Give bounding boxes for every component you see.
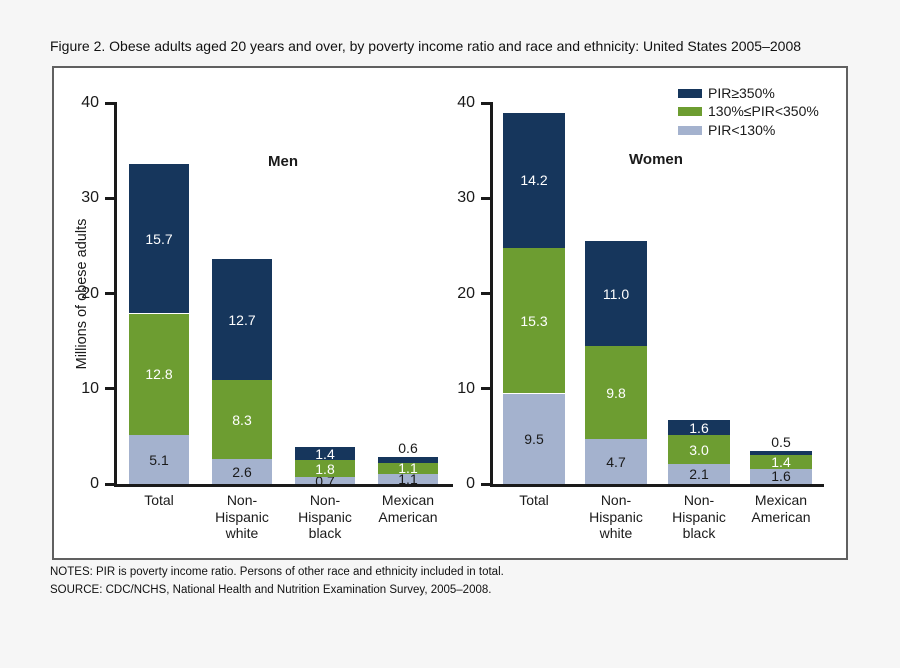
bar-segment [503, 247, 565, 394]
bar-value-label: 15.7 [145, 230, 173, 247]
y-axis-tick [481, 196, 490, 200]
category-label: Non- Hispanic black [672, 492, 726, 541]
bar-value-label: 12.7 [228, 311, 256, 328]
y-axis-title: Millions of obese adults [74, 218, 90, 369]
bar-value-label: 1.1 [398, 470, 418, 487]
y-tick-label: 40 [457, 94, 475, 111]
category-label: Mexican American [751, 492, 811, 525]
y-tick-label: 0 [466, 475, 475, 492]
y-axis-tick [105, 387, 114, 391]
bar-segment [295, 477, 355, 484]
bar-segment [378, 463, 438, 474]
bar-segment [129, 313, 189, 436]
y-tick-label: 20 [81, 284, 99, 302]
bar-value-label: 2.6 [232, 463, 252, 480]
category-label: Total [144, 492, 174, 508]
bar-segment [295, 446, 355, 461]
notes-line: NOTES: PIR is poverty income ratio. Pers… [50, 566, 504, 578]
y-axis-tick [105, 101, 114, 105]
bar-segment [750, 450, 812, 456]
bar-value-label: 11.0 [602, 285, 630, 302]
bar-value-label: 2.1 [689, 465, 709, 482]
bar-value-label: 4.7 [606, 453, 626, 470]
legend-label: PIR≥350% [708, 84, 775, 101]
y-tick-label: 30 [81, 189, 99, 207]
y-tick-label: 0 [90, 475, 99, 492]
bar-segment [378, 473, 438, 484]
category-label: Non- Hispanic white [589, 492, 643, 541]
bar-value-label: 12.8 [145, 366, 173, 383]
bar-value-label: 0.6 [398, 440, 418, 457]
bar-value-label: 1.6 [689, 419, 709, 436]
bar-value-label: 15.3 [520, 312, 548, 329]
bar-value-label: 1.4 [315, 445, 335, 462]
bar-segment [750, 468, 812, 484]
y-axis-tick [105, 482, 114, 486]
bar-segment [668, 435, 730, 464]
y-tick-label: 10 [81, 379, 99, 397]
bar-value-label: 8.3 [232, 411, 252, 428]
y-axis-tick [105, 292, 114, 295]
bar-segment [668, 463, 730, 484]
y-axis-line [114, 101, 117, 487]
source-line: SOURCE: CDC/NCHS, National Health and Nu… [50, 584, 492, 596]
x-axis-line [114, 484, 453, 487]
bar-segment [129, 163, 189, 314]
legend-swatch [678, 125, 702, 135]
bar-segment [503, 112, 565, 248]
category-label: Mexican American [378, 492, 438, 525]
category-label: Non- Hispanic white [215, 492, 269, 541]
bar-value-label: 9.5 [524, 430, 544, 447]
legend-swatch [678, 88, 702, 98]
y-axis-tick [481, 292, 490, 295]
panel-title: Men [268, 153, 298, 170]
panel-title: Women [629, 151, 683, 168]
y-axis-tick [481, 101, 490, 105]
bar-segment [212, 380, 272, 460]
category-label: Total [519, 492, 549, 508]
bar-segment [585, 241, 647, 346]
bar-segment [503, 393, 565, 484]
y-axis-tick [105, 196, 114, 200]
legend-label: PIR<130% [708, 121, 776, 138]
bar-value-label: 1.1 [398, 460, 418, 477]
legend-swatch [678, 107, 702, 116]
y-axis-tick [481, 482, 490, 486]
bar-value-label: 0.5 [771, 433, 791, 450]
bar-segment [750, 455, 812, 469]
bar-value-label: 5.1 [149, 451, 169, 468]
bar-segment [378, 457, 438, 464]
y-tick-label: 40 [81, 94, 99, 111]
bar-segment [585, 345, 647, 440]
bar-value-label: 9.8 [606, 384, 626, 401]
bar-segment [212, 259, 272, 381]
bar-segment [129, 435, 189, 484]
bar-segment [668, 420, 730, 436]
category-label: Non- Hispanic black [298, 492, 352, 541]
y-tick-label: 30 [457, 189, 475, 207]
bar-value-label: 14.2 [520, 172, 548, 189]
y-axis-line [490, 101, 493, 487]
y-tick-label: 10 [457, 379, 475, 397]
bar-value-label: 1.6 [771, 468, 791, 485]
legend-label: 130%≤PIR<350% [708, 103, 819, 119]
bar-segment [212, 459, 272, 484]
bar-segment [585, 439, 647, 484]
bar-segment [295, 460, 355, 478]
y-tick-label: 20 [457, 284, 475, 302]
bar-value-label: 1.8 [315, 460, 335, 477]
bar-value-label: 3.0 [689, 441, 709, 458]
figure-title: Figure 2. Obese adults aged 20 years and… [50, 38, 802, 54]
bar-value-label: 1.4 [771, 454, 791, 471]
y-axis-tick [481, 387, 490, 391]
x-axis-line [490, 484, 824, 487]
